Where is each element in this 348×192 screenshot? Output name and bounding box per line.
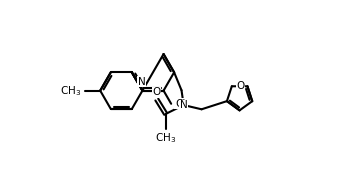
Text: O: O [153,87,161,97]
Text: Cl: Cl [175,99,185,109]
Text: N: N [137,77,145,87]
Text: CH$_3$: CH$_3$ [155,132,176,146]
Text: CH$_3$: CH$_3$ [60,84,81,98]
Text: N: N [180,100,188,110]
Text: O: O [236,81,245,91]
